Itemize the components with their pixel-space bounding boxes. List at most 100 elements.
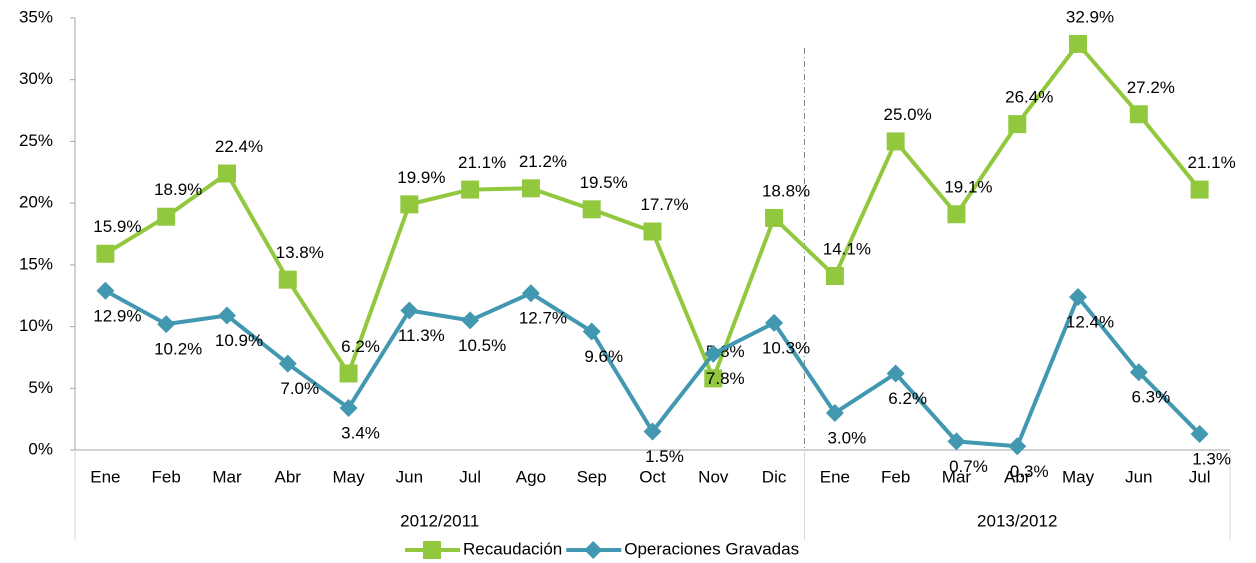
data-point <box>643 222 662 241</box>
legend-marker <box>584 541 603 559</box>
data-label: 11.3% <box>398 326 445 345</box>
x-tick-label: Sep <box>577 467 607 486</box>
data-point <box>400 195 419 214</box>
data-label: 9.6% <box>584 347 623 366</box>
data-label: 26.4% <box>1005 88 1053 107</box>
data-point <box>217 306 236 325</box>
y-tick-label: 10% <box>19 316 53 335</box>
data-point <box>1008 115 1027 134</box>
data-label: 1.3% <box>1192 449 1231 468</box>
x-tick-label: Jun <box>1125 467 1152 486</box>
data-label: 21.1% <box>458 153 506 172</box>
y-tick-label: 5% <box>28 378 53 397</box>
legend-marker <box>423 541 441 559</box>
data-label: 12.7% <box>519 309 567 328</box>
x-tick-label: Mar <box>212 467 242 486</box>
data-point <box>278 270 297 289</box>
data-label: 12.4% <box>1066 312 1114 331</box>
x-tick-label: Nov <box>698 467 729 486</box>
data-point <box>1069 287 1088 306</box>
data-label: 21.2% <box>519 152 567 171</box>
data-label: 7.0% <box>280 379 319 398</box>
data-label: 15.9% <box>93 217 141 236</box>
data-point <box>521 284 540 303</box>
x-tick-label: Jul <box>459 467 481 486</box>
data-label: 6.2% <box>341 337 380 356</box>
data-label: 10.2% <box>154 340 202 359</box>
x-tick-label: Ene <box>820 467 850 486</box>
x-tick-label: Abr <box>1004 467 1031 486</box>
data-label: 32.9% <box>1066 7 1114 26</box>
data-point <box>1190 424 1209 443</box>
data-point <box>886 364 905 383</box>
data-label: 22.4% <box>215 137 263 156</box>
data-label: 18.8% <box>762 181 810 200</box>
data-point <box>278 354 297 373</box>
x-tick-label: Ene <box>90 467 120 486</box>
data-point <box>157 315 176 334</box>
data-point <box>1008 437 1027 456</box>
data-point <box>765 208 784 227</box>
x-tick-label: Oct <box>639 467 666 486</box>
data-point <box>400 301 419 320</box>
y-tick-label: 35% <box>19 7 53 26</box>
data-label: 17.7% <box>640 195 688 214</box>
y-tick-label: 0% <box>28 439 53 458</box>
group-label: 2012/2011 <box>400 511 479 530</box>
x-tick-label: May <box>1062 467 1095 486</box>
data-label: 12.9% <box>93 306 141 325</box>
x-tick-label: Feb <box>152 467 181 486</box>
group-label: 2013/2012 <box>977 511 1057 530</box>
data-point <box>825 403 844 422</box>
x-tick-label: Ago <box>516 467 546 486</box>
data-point <box>96 244 115 263</box>
data-point <box>643 422 662 441</box>
data-point <box>339 364 358 383</box>
data-point <box>886 132 905 151</box>
data-point <box>947 432 966 451</box>
x-tick-label: Jun <box>396 467 423 486</box>
data-label: 13.8% <box>276 243 324 262</box>
data-point <box>582 322 601 341</box>
data-label: 0.3% <box>1010 462 1049 481</box>
data-label: 6.2% <box>888 389 927 408</box>
x-tick-label: Dic <box>762 467 787 486</box>
data-point <box>339 399 358 418</box>
x-tick-label: Feb <box>881 467 910 486</box>
data-point <box>96 281 115 300</box>
data-label: 10.5% <box>458 336 506 355</box>
data-label: 25.0% <box>884 105 932 124</box>
y-tick-label: 15% <box>19 254 53 273</box>
x-tick-label: Mar <box>942 467 972 486</box>
data-label: 19.9% <box>397 168 445 187</box>
x-tick-label: Jul <box>1189 467 1211 486</box>
data-label: 21.1% <box>1188 153 1236 172</box>
data-point <box>461 311 480 330</box>
y-tick-label: 25% <box>19 131 53 150</box>
data-point <box>217 164 236 183</box>
y-tick-label: 20% <box>19 193 53 212</box>
data-label: 10.9% <box>215 331 263 350</box>
data-label: 18.9% <box>154 180 202 199</box>
data-label: 10.3% <box>762 338 810 357</box>
x-tick-label: May <box>332 467 365 486</box>
legend-label: Recaudación <box>463 539 562 558</box>
x-tick-label: Abr <box>275 467 302 486</box>
data-point <box>825 266 844 285</box>
data-point <box>521 179 540 198</box>
data-label: 27.2% <box>1127 78 1175 97</box>
data-label: 19.5% <box>580 173 628 192</box>
data-point <box>704 344 723 363</box>
data-label: 1.5% <box>645 447 684 466</box>
data-point <box>947 205 966 224</box>
y-tick-label: 30% <box>19 69 53 88</box>
legend-label: Operaciones Gravadas <box>624 539 799 558</box>
data-point <box>765 313 784 332</box>
data-label: 7.8% <box>706 369 745 388</box>
data-point <box>1190 180 1209 199</box>
data-point <box>157 207 176 226</box>
data-point <box>1069 34 1088 53</box>
data-point <box>1129 363 1148 382</box>
